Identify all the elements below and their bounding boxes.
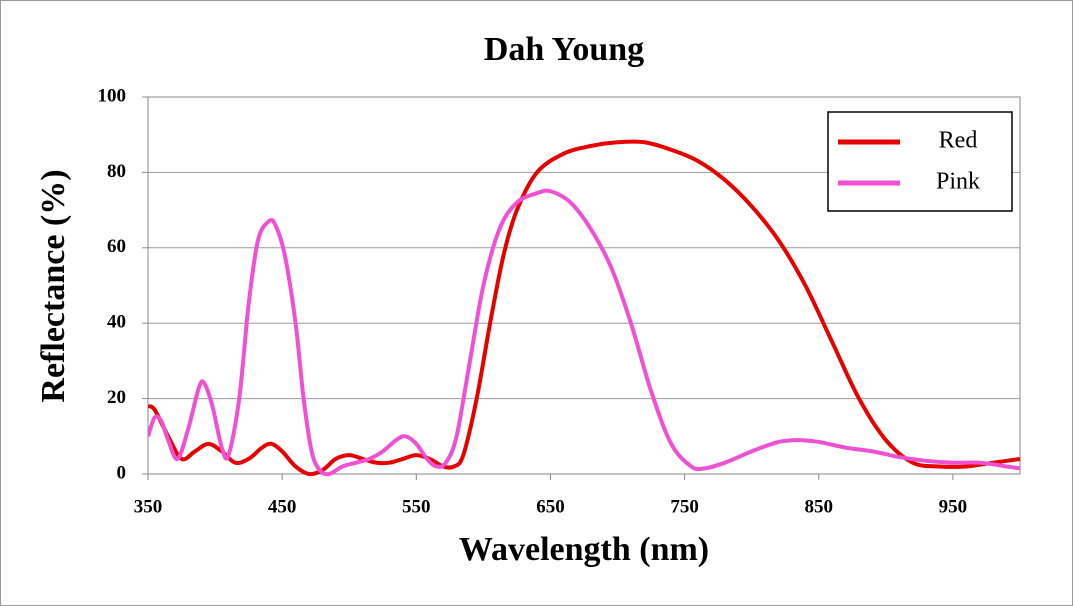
plot-border xyxy=(147,96,1021,475)
x-axis-label: Wavelength (nm) xyxy=(459,531,709,568)
y-tick-label: 60 xyxy=(107,236,126,257)
legend-box xyxy=(827,111,1013,212)
x-tick-label: 650 xyxy=(536,496,565,517)
y-tick-label: 0 xyxy=(117,462,127,483)
series-line xyxy=(148,188,1020,477)
x-tick-label: 350 xyxy=(134,496,163,517)
y-tick-label: 100 xyxy=(98,85,127,106)
x-tick-label: 850 xyxy=(805,496,834,517)
y-tick-label: 20 xyxy=(107,387,126,408)
x-tick-label: 950 xyxy=(939,496,968,517)
y-tick-label: 80 xyxy=(107,161,126,182)
x-tick-label: 450 xyxy=(268,496,297,517)
x-tick-label: 750 xyxy=(670,496,699,517)
legend-label: Red xyxy=(939,128,978,154)
legend-label: Pink xyxy=(936,169,980,195)
series-line xyxy=(148,139,1020,477)
y-axis-label: Reflectance (%) xyxy=(35,169,72,402)
y-tick-label: 40 xyxy=(107,312,126,333)
x-tick-label: 550 xyxy=(402,496,431,517)
chart-title: Dah Young xyxy=(484,31,644,68)
